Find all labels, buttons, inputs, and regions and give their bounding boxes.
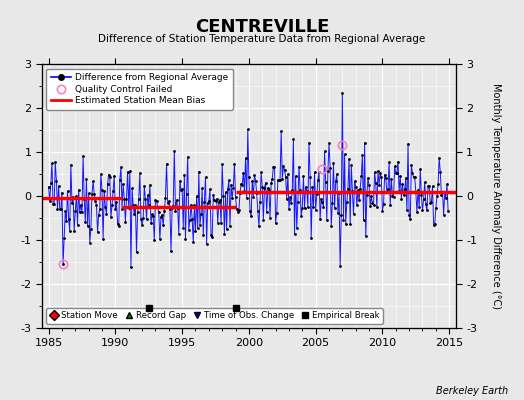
Y-axis label: Monthly Temperature Anomaly Difference (°C): Monthly Temperature Anomaly Difference (… (492, 83, 501, 309)
Text: CENTREVILLE: CENTREVILLE (195, 18, 329, 36)
Text: Berkeley Earth: Berkeley Earth (436, 386, 508, 396)
Text: Difference of Station Temperature Data from Regional Average: Difference of Station Temperature Data f… (99, 34, 425, 44)
Legend: Station Move, Record Gap, Time of Obs. Change, Empirical Break: Station Move, Record Gap, Time of Obs. C… (46, 308, 383, 324)
